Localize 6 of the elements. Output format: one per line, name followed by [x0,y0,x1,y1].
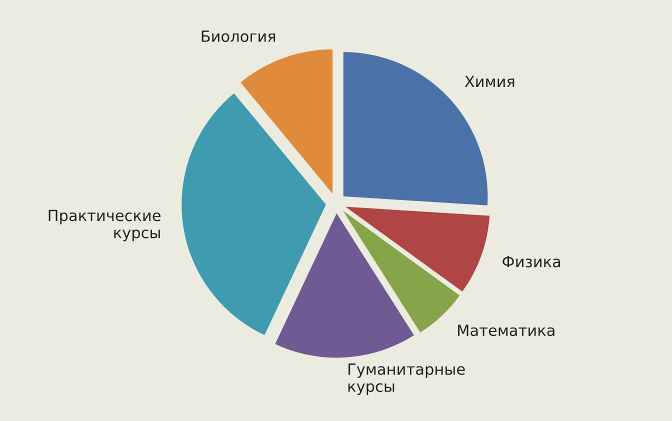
slice-label: Практические курсы [48,210,160,242]
slice-label: Физика [502,256,560,268]
slice-label: Биология [202,30,276,42]
slice-label: Математика [458,324,554,336]
slice-label: Гуманитарные курсы [348,364,465,395]
slice-label: Химия [464,76,514,87]
